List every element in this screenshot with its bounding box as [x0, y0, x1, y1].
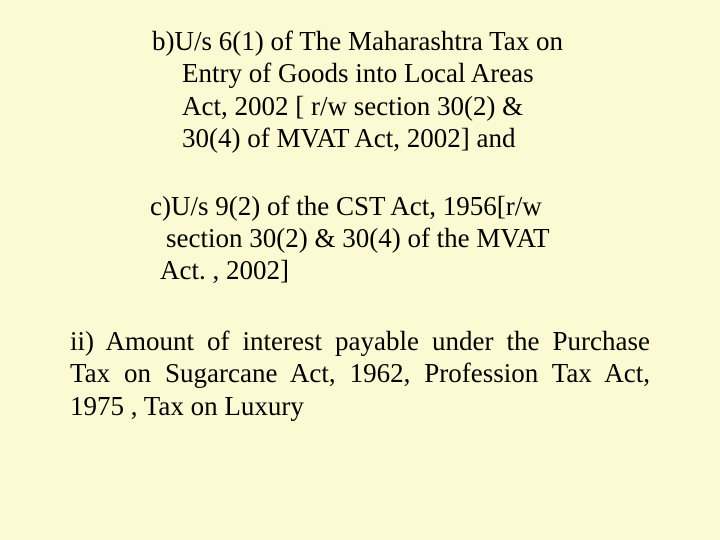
paragraph-c: c)U/s 9(2) of the CST Act, 1956[r/w sect…: [150, 190, 650, 287]
para-b-line-2: Entry of Goods into Local Areas: [152, 57, 650, 89]
para-c-line-2: section 30(2) & 30(4) of the MVAT: [150, 222, 650, 254]
paragraph-ii: ii) Amount of interest payable under the…: [70, 325, 650, 422]
slide-content: b)U/s 6(1) of The Maharashtra Tax on Ent…: [0, 0, 720, 422]
para-c-line-3: Act. , 2002]: [150, 254, 650, 286]
para-b-line-1: b)U/s 6(1) of The Maharashtra Tax on: [152, 25, 650, 57]
para-c-line-1: c)U/s 9(2) of the CST Act, 1956[r/w: [150, 190, 650, 222]
para-b-line-3: Act, 2002 [ r/w section 30(2) &: [152, 90, 650, 122]
paragraph-b: b)U/s 6(1) of The Maharashtra Tax on Ent…: [152, 25, 650, 155]
para-b-line-4: 30(4) of MVAT Act, 2002] and: [152, 122, 650, 154]
